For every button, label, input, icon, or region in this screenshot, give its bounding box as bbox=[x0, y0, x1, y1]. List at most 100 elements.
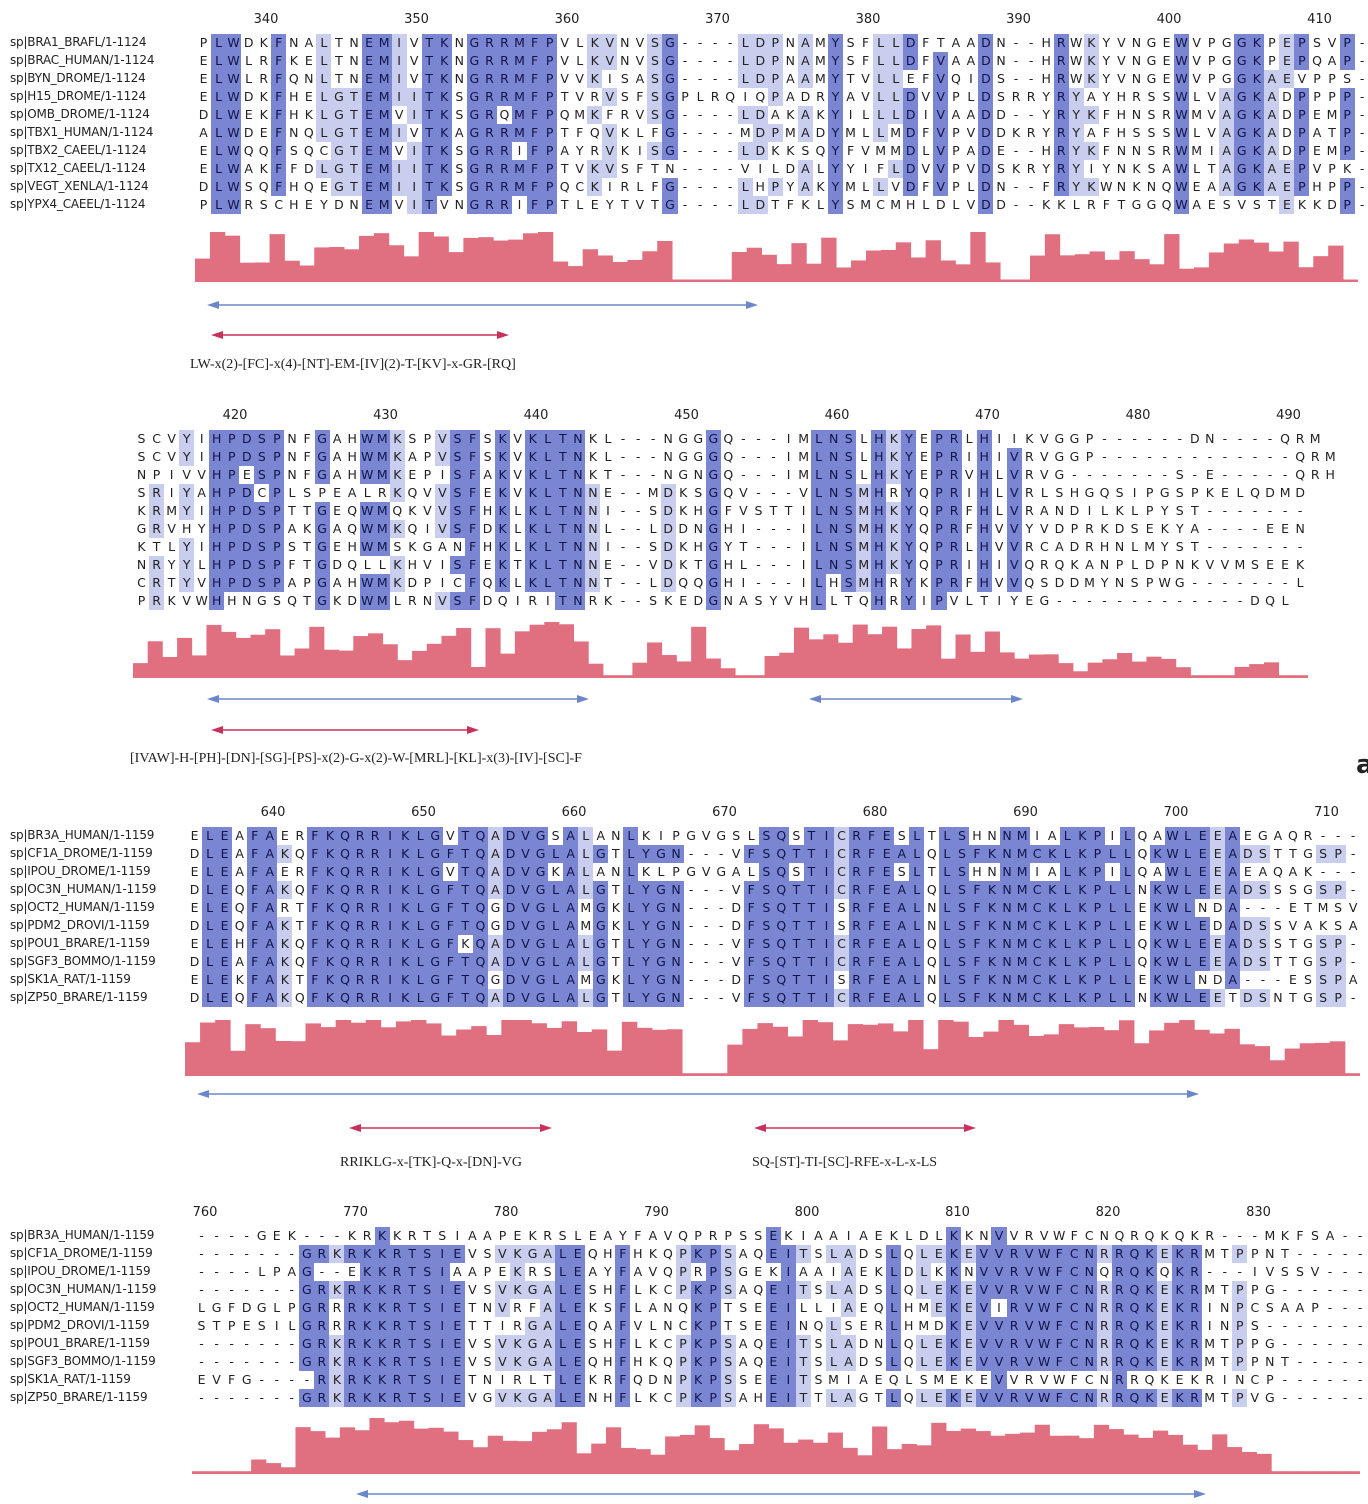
residue: S bbox=[1315, 845, 1331, 863]
residue: Q bbox=[337, 899, 353, 917]
residue: R bbox=[367, 881, 383, 899]
residue: E bbox=[931, 1281, 947, 1299]
residue: E bbox=[1157, 1335, 1173, 1353]
residue: M bbox=[1204, 1246, 1216, 1261]
residue: Y bbox=[179, 574, 195, 592]
residue: N bbox=[1197, 900, 1208, 915]
conservation-bar bbox=[999, 652, 1015, 678]
residue: E bbox=[570, 1335, 586, 1353]
conservation-bar bbox=[867, 634, 883, 678]
residue: G bbox=[662, 34, 678, 52]
residue: K bbox=[1044, 899, 1060, 917]
residue: Y bbox=[901, 502, 917, 520]
residue: - bbox=[1267, 575, 1273, 590]
residue: P bbox=[1339, 142, 1355, 160]
residue: L bbox=[548, 989, 564, 1007]
residue: S bbox=[483, 1246, 492, 1261]
residue: L bbox=[211, 160, 227, 178]
residue: L bbox=[211, 52, 227, 70]
residue: V bbox=[602, 124, 618, 142]
residue: T bbox=[346, 160, 362, 178]
residue: R bbox=[1096, 1335, 1112, 1353]
conservation-bar bbox=[338, 650, 354, 678]
residue: Q bbox=[294, 954, 305, 969]
residue: A bbox=[540, 1299, 556, 1317]
residue: H bbox=[347, 539, 357, 554]
residue: - bbox=[1192, 575, 1198, 590]
residue: G bbox=[136, 521, 147, 536]
residue: V bbox=[861, 71, 870, 86]
residue: K bbox=[587, 70, 603, 88]
residue: H bbox=[289, 107, 299, 122]
residue: I bbox=[1222, 1372, 1227, 1387]
residue: A bbox=[1264, 70, 1280, 88]
residue: - bbox=[1359, 89, 1365, 104]
residue: Q bbox=[1054, 557, 1065, 572]
residue: L bbox=[211, 196, 227, 214]
residue: A bbox=[1264, 160, 1280, 178]
residue: - bbox=[1350, 864, 1356, 879]
residue: T bbox=[846, 71, 855, 86]
residue: F bbox=[969, 953, 985, 971]
residue: R bbox=[1006, 1245, 1022, 1263]
residue: K bbox=[1070, 557, 1079, 572]
residue: - bbox=[771, 485, 776, 500]
conservation-bar bbox=[880, 249, 897, 282]
conservation-bar bbox=[295, 1427, 311, 1474]
sequence-name: sp|BRAC_HUMAN/1-1124 bbox=[10, 53, 155, 67]
residue: - bbox=[1252, 449, 1258, 464]
residue: - bbox=[319, 1264, 325, 1279]
conservation-bar bbox=[938, 1020, 954, 1076]
residue: - bbox=[199, 1354, 204, 1369]
conservation-bar bbox=[410, 1020, 427, 1076]
residue: R bbox=[481, 70, 497, 88]
residue: P bbox=[705, 1353, 721, 1371]
conservation-bar bbox=[791, 243, 807, 282]
residue: G bbox=[1234, 106, 1250, 124]
conservation-bar bbox=[676, 661, 692, 678]
residue: D bbox=[332, 557, 342, 572]
residue: F bbox=[528, 1300, 537, 1315]
residue: C bbox=[1029, 917, 1045, 935]
residue: K bbox=[359, 1317, 375, 1335]
conservation-bar bbox=[206, 624, 222, 678]
conservation-bar bbox=[1073, 671, 1089, 678]
conservation-bar bbox=[339, 1427, 356, 1474]
residue: W bbox=[1036, 1299, 1052, 1317]
residue: D bbox=[334, 197, 344, 212]
residue: - bbox=[1222, 539, 1228, 554]
residue: G bbox=[662, 142, 678, 160]
residue: S bbox=[841, 484, 857, 502]
residue: D bbox=[752, 124, 768, 142]
residue: D bbox=[502, 827, 519, 845]
residue: V bbox=[468, 1282, 477, 1297]
residue: Q bbox=[926, 936, 937, 951]
residue: D bbox=[1240, 953, 1256, 971]
residue: L bbox=[771, 161, 779, 176]
residue: L bbox=[1104, 899, 1120, 917]
residue: P bbox=[1145, 485, 1154, 500]
conservation-histogram bbox=[192, 1418, 1360, 1474]
residue: Q bbox=[773, 971, 789, 989]
conservation-bar bbox=[397, 660, 413, 678]
residue: T bbox=[457, 917, 473, 935]
residue: P bbox=[931, 430, 947, 448]
residue: P bbox=[1160, 557, 1169, 572]
residue: N bbox=[999, 917, 1015, 935]
residue: Q bbox=[392, 503, 403, 518]
residue: R bbox=[344, 1389, 360, 1407]
residue: I bbox=[406, 142, 422, 160]
residue: G bbox=[427, 917, 443, 935]
conservation-bar bbox=[314, 247, 330, 282]
residue: R bbox=[481, 196, 497, 214]
residue: R bbox=[481, 178, 497, 196]
residue: K bbox=[436, 34, 452, 52]
residue: L bbox=[202, 827, 218, 845]
residue: Q bbox=[587, 1246, 598, 1261]
conservation-bar bbox=[1263, 662, 1280, 678]
residue: A bbox=[262, 827, 278, 845]
residue: K bbox=[964, 1228, 974, 1243]
residue: E bbox=[920, 467, 928, 482]
residue: K bbox=[587, 52, 603, 70]
residue: E bbox=[449, 1245, 465, 1263]
